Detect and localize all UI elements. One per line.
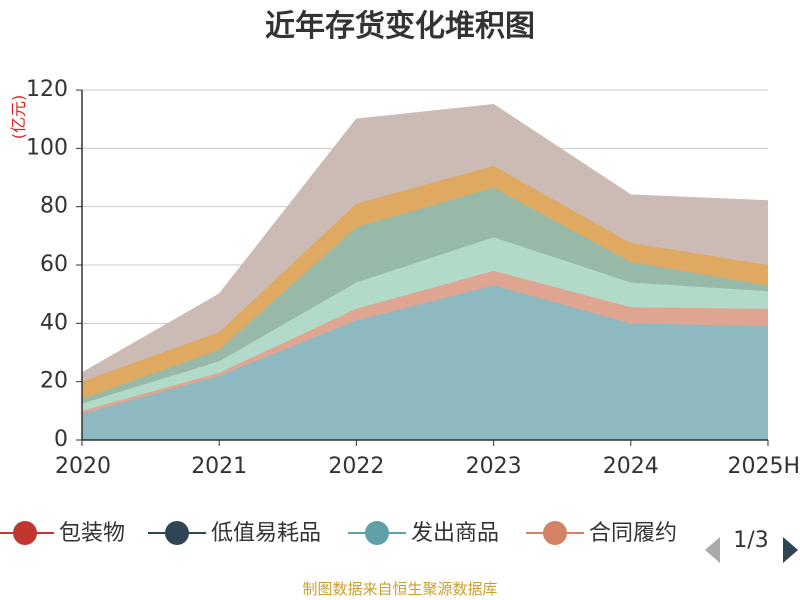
y-tick-label: 0: [54, 427, 68, 452]
axes: [81, 90, 769, 446]
legend-page-indicator: 1/3: [733, 528, 768, 553]
legend-circle-icon: [13, 521, 37, 545]
legend-item[interactable]: 发出商品: [348, 521, 499, 546]
y-tick-label: 120: [26, 77, 68, 102]
chart-title: 近年存货变化堆积图: [265, 9, 535, 44]
legend-label: 发出商品: [411, 521, 499, 546]
y-tick-labels: 0 20 40 60 80 100 120: [26, 77, 68, 452]
x-tick-label: 2022: [328, 454, 384, 479]
series-line-6: [81, 103, 769, 374]
area-series-1: [82, 285, 768, 440]
x-tick-label: 2025H: [727, 454, 800, 479]
legend-label: 低值易耗品: [211, 521, 321, 546]
area-series-4: [82, 187, 768, 404]
area-series-2: [82, 270, 768, 414]
legend-label: 包装物: [59, 521, 125, 546]
y-tick-label: 100: [26, 135, 68, 160]
legend-circle-icon: [165, 521, 189, 545]
legend-item[interactable]: 包装物: [0, 521, 125, 546]
series-line-3: [81, 236, 769, 405]
legend-pager: 1/3: [705, 528, 798, 563]
x-tick-label: 2021: [191, 454, 247, 479]
y-axis-unit: (亿元): [9, 95, 28, 140]
area-series-3: [82, 237, 768, 411]
legend-item[interactable]: 低值易耗品: [148, 521, 321, 546]
y-tick-label: 60: [40, 252, 68, 277]
y-tick-label: 20: [40, 369, 68, 394]
legend-label: 合同履约: [589, 521, 677, 546]
triangle-left-icon[interactable]: [705, 537, 720, 563]
x-tick-label: 2020: [55, 454, 111, 479]
stacked-areas: [81, 103, 769, 440]
x-tick-label: 2023: [466, 454, 522, 479]
y-tick-label: 80: [40, 194, 68, 219]
source-note: 制图数据来自恒生聚源数据库: [302, 580, 497, 598]
legend-circle-icon: [365, 521, 389, 545]
legend: 包装物 低值易耗品 发出商品 合同履约: [0, 521, 677, 546]
x-tick-label: 2024: [603, 454, 659, 479]
y-tick-label: 40: [40, 310, 68, 335]
area-series-6: [82, 104, 768, 382]
legend-circle-icon: [543, 521, 567, 545]
triangle-right-icon[interactable]: [783, 537, 798, 563]
x-tick-labels: 2020 2021 2022 2023 2024 2025H: [55, 454, 800, 479]
legend-item[interactable]: 合同履约: [526, 521, 677, 546]
